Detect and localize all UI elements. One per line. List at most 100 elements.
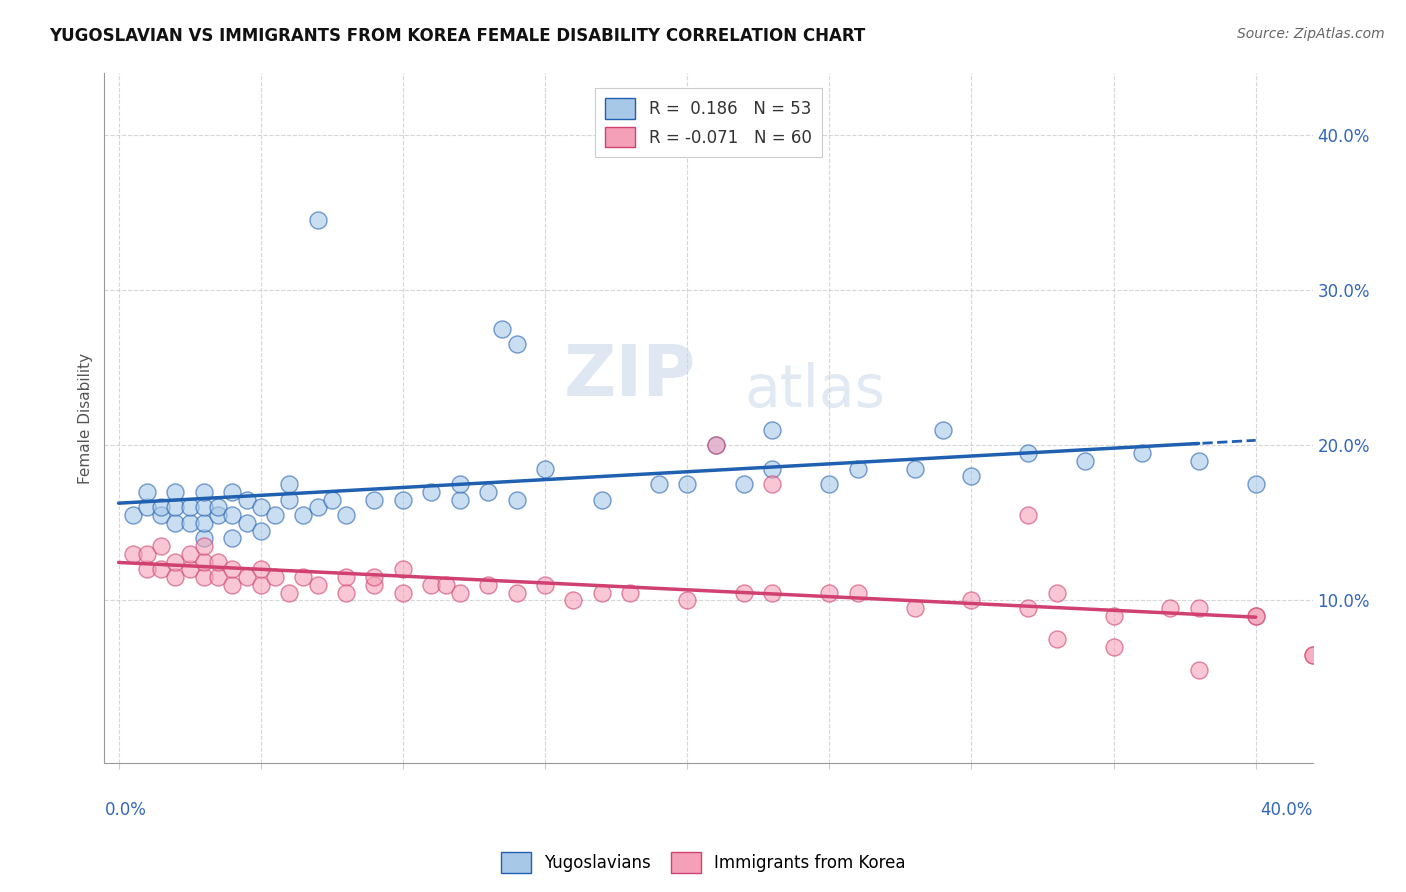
Point: [363, 492, 385, 507]
Point: [1188, 601, 1211, 615]
Point: [505, 585, 527, 599]
Point: [207, 500, 229, 515]
Legend: R =  0.186   N = 53, R = -0.071   N = 60: R = 0.186 N = 53, R = -0.071 N = 60: [595, 88, 821, 157]
Point: [818, 477, 841, 491]
Point: [249, 578, 271, 592]
Point: [335, 570, 357, 584]
Point: [221, 562, 243, 576]
Point: [249, 524, 271, 538]
Point: [761, 461, 783, 475]
Point: [449, 585, 471, 599]
Point: [733, 585, 755, 599]
Point: [846, 461, 869, 475]
Point: [1046, 632, 1069, 647]
Text: 0.0%: 0.0%: [104, 801, 146, 819]
Point: [818, 585, 841, 599]
Point: [591, 492, 613, 507]
Point: [1017, 508, 1039, 522]
Point: [392, 585, 415, 599]
Point: [1244, 608, 1267, 623]
Point: [1046, 585, 1069, 599]
Point: [193, 555, 215, 569]
Point: [235, 492, 257, 507]
Point: [477, 484, 499, 499]
Point: [420, 578, 443, 592]
Point: [292, 508, 315, 522]
Text: Source: ZipAtlas.com: Source: ZipAtlas.com: [1237, 27, 1385, 41]
Point: [136, 547, 159, 561]
Point: [307, 578, 329, 592]
Point: [278, 492, 301, 507]
Point: [1188, 454, 1211, 468]
Point: [221, 484, 243, 499]
Point: [150, 562, 173, 576]
Point: [676, 593, 699, 607]
Point: [165, 484, 187, 499]
Point: [1159, 601, 1181, 615]
Point: [846, 585, 869, 599]
Point: [136, 484, 159, 499]
Point: [278, 477, 301, 491]
Point: [150, 500, 173, 515]
Point: [704, 438, 727, 452]
Point: [335, 585, 357, 599]
Point: [150, 539, 173, 553]
Point: [761, 477, 783, 491]
Point: [932, 423, 955, 437]
Point: [534, 578, 557, 592]
Point: [392, 562, 415, 576]
Y-axis label: Female Disability: Female Disability: [79, 352, 93, 483]
Point: [221, 578, 243, 592]
Text: atlas: atlas: [745, 362, 886, 419]
Point: [960, 469, 983, 483]
Point: [121, 508, 143, 522]
Point: [1302, 648, 1324, 662]
Point: [193, 500, 215, 515]
Point: [136, 562, 159, 576]
Point: [648, 477, 671, 491]
Point: [136, 500, 159, 515]
Point: [1130, 446, 1153, 460]
Point: [179, 562, 201, 576]
Legend: Yugoslavians, Immigrants from Korea: Yugoslavians, Immigrants from Korea: [494, 846, 912, 880]
Point: [960, 593, 983, 607]
Point: [264, 570, 287, 584]
Point: [207, 508, 229, 522]
Point: [150, 508, 173, 522]
Point: [363, 578, 385, 592]
Point: [278, 585, 301, 599]
Point: [363, 570, 385, 584]
Point: [477, 578, 499, 592]
Point: [165, 516, 187, 530]
Point: [903, 601, 925, 615]
Point: [179, 500, 201, 515]
Point: [1244, 608, 1267, 623]
Point: [1102, 608, 1125, 623]
Point: [193, 516, 215, 530]
Point: [307, 213, 329, 227]
Point: [449, 477, 471, 491]
Point: [619, 585, 641, 599]
Point: [491, 322, 513, 336]
Point: [1244, 477, 1267, 491]
Point: [165, 555, 187, 569]
Point: [264, 508, 287, 522]
Point: [292, 570, 315, 584]
Text: 40.0%: 40.0%: [1260, 801, 1313, 819]
Point: [761, 585, 783, 599]
Point: [761, 423, 783, 437]
Point: [207, 555, 229, 569]
Point: [1102, 640, 1125, 654]
Text: ZIP: ZIP: [564, 343, 696, 411]
Point: [1017, 446, 1039, 460]
Point: [676, 477, 699, 491]
Point: [733, 477, 755, 491]
Point: [121, 547, 143, 561]
Point: [193, 484, 215, 499]
Point: [591, 585, 613, 599]
Point: [249, 500, 271, 515]
Point: [221, 532, 243, 546]
Point: [1188, 663, 1211, 677]
Point: [165, 570, 187, 584]
Point: [193, 570, 215, 584]
